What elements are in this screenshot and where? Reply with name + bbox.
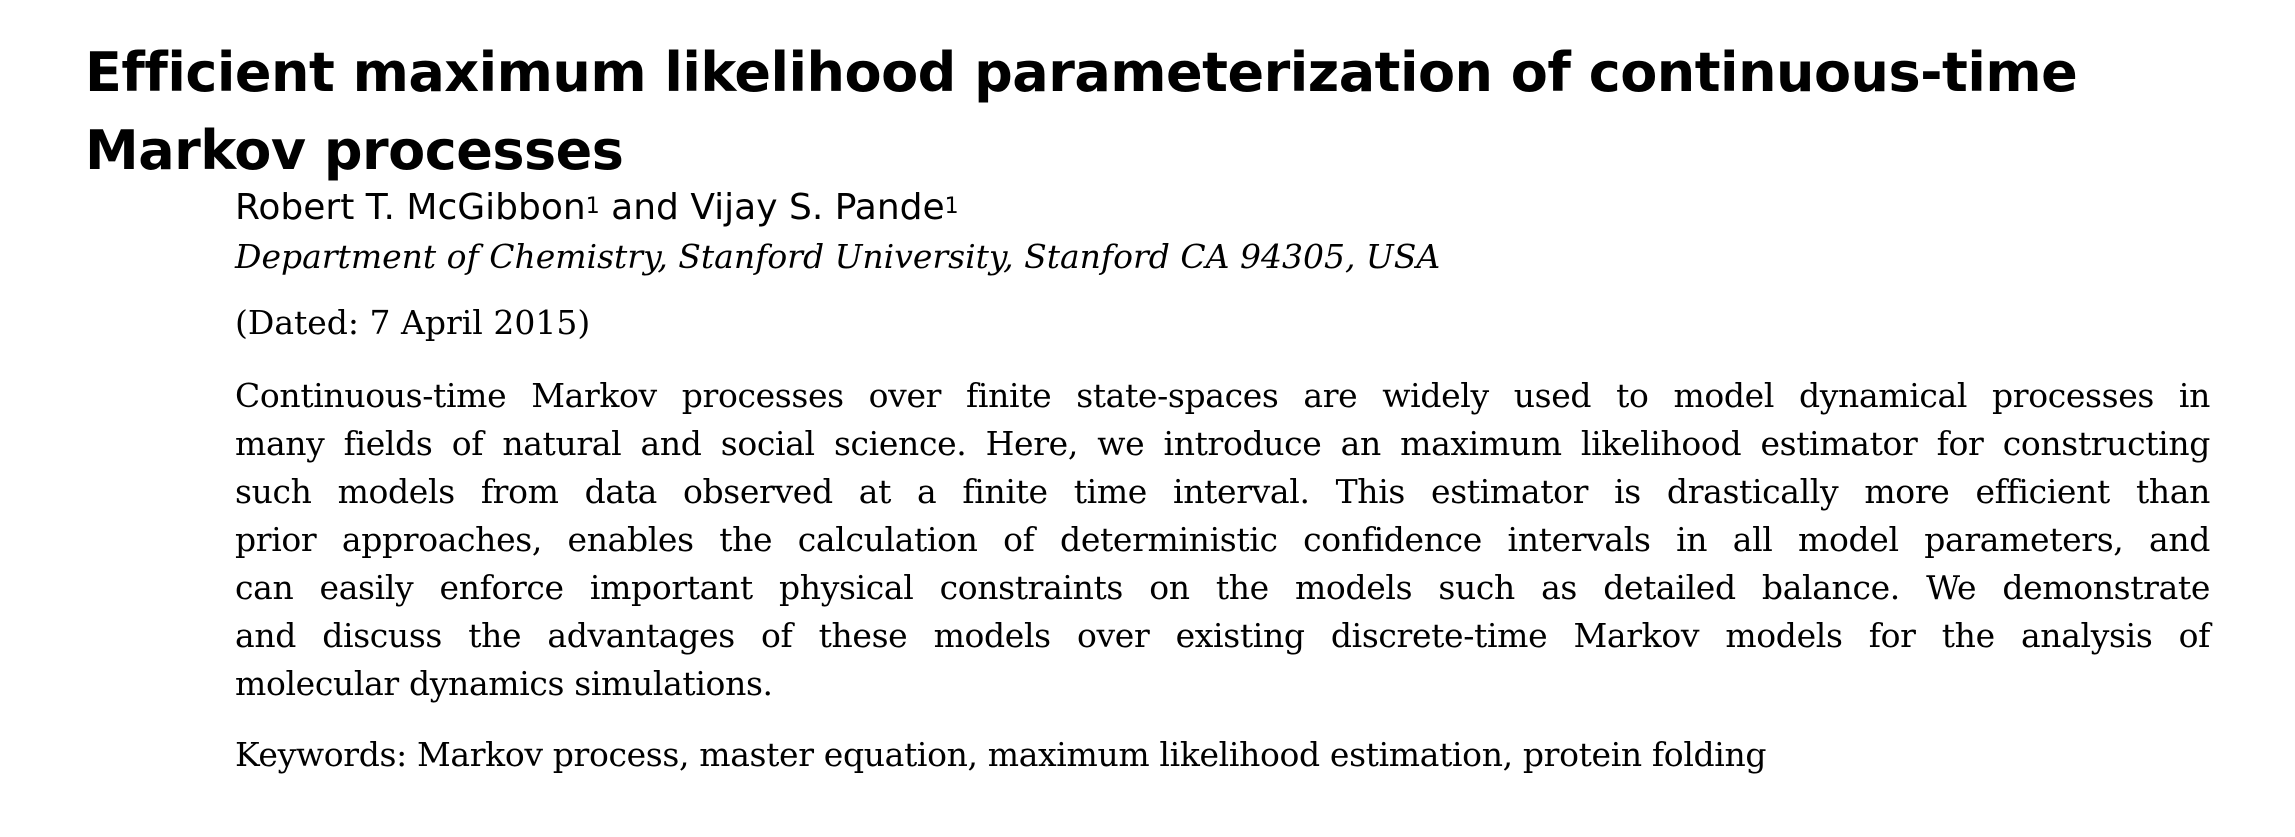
abstract-line: Continuous-time Markov processes over fi… bbox=[235, 376, 2210, 415]
abstract-line: can easily enforce important physical co… bbox=[235, 568, 2210, 607]
abstract-line: prior approaches, enables the calculatio… bbox=[235, 520, 2210, 559]
affiliation-marker: 1 bbox=[585, 194, 600, 219]
author-name: Vijay S. Pande bbox=[690, 187, 945, 228]
abstract-line: and discuss the advantages of these mode… bbox=[235, 616, 2210, 655]
affiliation-marker: 1 bbox=[944, 194, 959, 219]
abstract-line: such models from data observed at a fini… bbox=[235, 472, 2210, 511]
paper-title: Efficient maximum likelihood parameteriz… bbox=[85, 41, 2078, 182]
abstract-line: many fields of natural and social scienc… bbox=[235, 424, 2210, 463]
author-list: Robert T. McGibbon1 and Vijay S. Pande1 bbox=[235, 186, 959, 235]
abstract-line: molecular dynamics simulations. bbox=[235, 664, 773, 703]
date-line: (Dated: 7 April 2015) bbox=[235, 303, 591, 342]
affiliation: Department of Chemistry, Stanford Univer… bbox=[235, 237, 1441, 276]
author-conjunction: and bbox=[599, 187, 691, 228]
author-name: Robert T. McGibbon bbox=[235, 187, 586, 228]
abstract: Continuous-time Markov processes over fi… bbox=[235, 372, 2210, 708]
keywords: Keywords: Markov process, master equatio… bbox=[235, 735, 1767, 774]
